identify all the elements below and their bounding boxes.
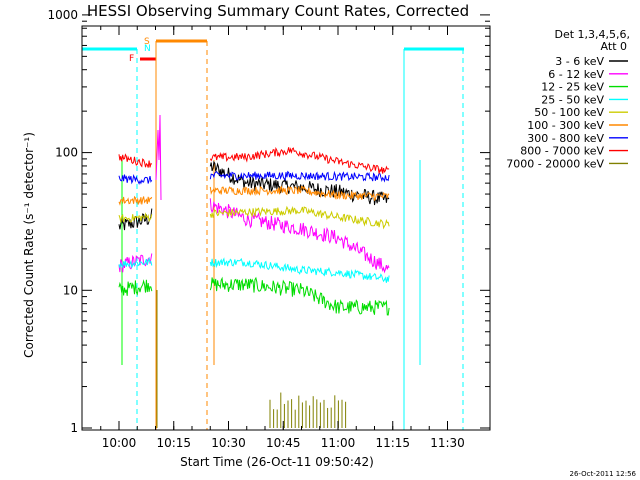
axes: 1 10 100 1000 10:00 10:15 10:30 10:45 11:00 11:15…: [47, 8, 491, 450]
series-line: [209, 170, 390, 183]
series-8: [118, 146, 390, 174]
series-line: [118, 256, 153, 269]
flag-f: F: [129, 54, 134, 64]
flag-s: S: [144, 37, 150, 47]
legend-header-1: Det 1,3,4,5,6,: [554, 28, 630, 41]
x-axis-label: Start Time (26-Oct-11 09:50:42): [180, 455, 374, 469]
x-tick-label: 11:30: [430, 436, 465, 450]
series-line: [118, 253, 153, 273]
flag-n: N: [144, 44, 151, 54]
series-7: [118, 170, 390, 185]
legend-entry-label: 25 - 50 keV: [541, 93, 604, 106]
series-2: [118, 198, 390, 274]
legend-entry-label: 12 - 25 keV: [541, 81, 604, 94]
chart-title: HESSI Observing Summary Count Rates, Cor…: [87, 2, 469, 20]
x-tick-label: 10:15: [156, 436, 191, 450]
series-line: [118, 279, 153, 296]
plot-background: [82, 26, 490, 430]
series-line: [209, 185, 390, 202]
y-tick-label: 100: [55, 146, 78, 160]
legend-header-2: Att 0: [601, 40, 627, 53]
series-line: [209, 198, 390, 274]
series-line: [118, 153, 153, 168]
series-line: [209, 146, 390, 174]
x-tick-label: 10:30: [211, 436, 246, 450]
series-line: [209, 276, 390, 316]
legend-entry-label: 6 - 12 keV: [548, 68, 604, 81]
y-axis-label: Corrected Count Rate (s⁻¹ detector⁻¹): [22, 132, 36, 358]
legend-entry-label: 3 - 6 keV: [555, 55, 604, 68]
flare-spike: [155, 114, 162, 201]
y-tick-label: 1000: [47, 8, 78, 22]
legend-entry-label: 800 - 7000 keV: [520, 145, 604, 158]
plot-frame: [81, 25, 491, 431]
series-line: [118, 173, 153, 185]
series-5: [118, 205, 390, 230]
y-tick-label: 10: [63, 283, 78, 297]
y-tick-label: 1: [70, 421, 78, 435]
x-tick-label: 10:00: [102, 436, 137, 450]
series-3: [118, 276, 390, 316]
legend-entry-label: 300 - 800 keV: [527, 132, 604, 145]
x-tick-label: 11:15: [375, 436, 410, 450]
x-tick-label: 11:00: [321, 436, 356, 450]
series-line: [209, 205, 390, 230]
series-9: [156, 290, 347, 428]
series-line: [118, 195, 153, 206]
series-6: [118, 185, 390, 206]
timestamp-stamp: 26-Oct-2011 12:56: [570, 470, 637, 478]
series-layer: [118, 114, 390, 428]
plot-area: [82, 26, 490, 430]
series-line: [209, 257, 390, 283]
series-line: [118, 208, 153, 231]
legend-entry-label: 100 - 300 keV: [527, 119, 604, 132]
x-tick-label: 10:45: [266, 436, 301, 450]
legend-entry-label: 7000 - 20000 keV: [506, 157, 604, 170]
series-4: [118, 256, 390, 283]
legend-entry-label: 50 - 100 keV: [534, 106, 604, 119]
series-line: [118, 212, 153, 223]
